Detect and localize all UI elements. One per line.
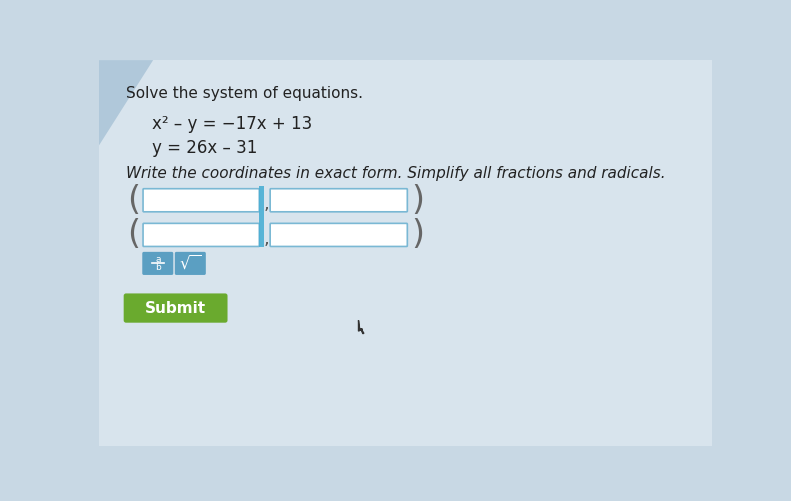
Text: y = 26x – 31: y = 26x – 31	[152, 139, 257, 157]
Text: Submit: Submit	[145, 301, 206, 316]
Text: ,: ,	[263, 195, 269, 213]
Text: (: (	[127, 184, 140, 217]
Text: x² – y = −17x + 13: x² – y = −17x + 13	[152, 115, 312, 133]
Polygon shape	[358, 320, 364, 334]
FancyBboxPatch shape	[143, 189, 259, 212]
Text: (: (	[127, 218, 140, 252]
FancyBboxPatch shape	[271, 189, 407, 212]
Polygon shape	[99, 60, 153, 146]
Text: ): )	[411, 218, 424, 252]
FancyBboxPatch shape	[271, 223, 407, 246]
FancyBboxPatch shape	[143, 223, 259, 246]
Text: Write the coordinates in exact form. Simplify all fractions and radicals.: Write the coordinates in exact form. Sim…	[126, 166, 665, 180]
Text: Solve the system of equations.: Solve the system of equations.	[126, 86, 363, 101]
FancyBboxPatch shape	[142, 252, 173, 275]
Text: b: b	[155, 263, 161, 272]
Text: a: a	[155, 255, 161, 264]
FancyBboxPatch shape	[123, 294, 228, 323]
Text: ,: ,	[263, 230, 269, 248]
FancyBboxPatch shape	[99, 60, 712, 446]
FancyBboxPatch shape	[259, 186, 264, 247]
Text: ): )	[411, 184, 424, 217]
FancyBboxPatch shape	[175, 252, 206, 275]
Text: $\sqrt{\,\,}$: $\sqrt{\,\,}$	[180, 254, 202, 273]
